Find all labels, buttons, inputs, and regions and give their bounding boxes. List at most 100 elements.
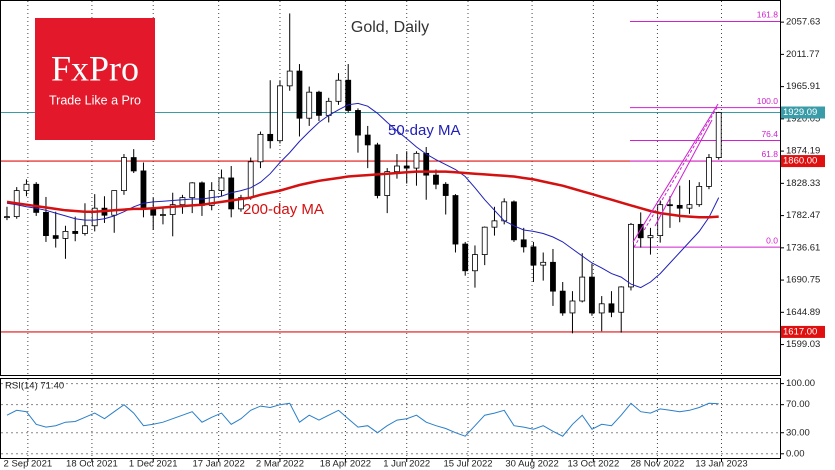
candle-body bbox=[257, 133, 264, 163]
candle-body bbox=[433, 174, 439, 185]
candle-body bbox=[355, 110, 361, 136]
candle-body bbox=[286, 70, 293, 87]
candle-body bbox=[150, 208, 157, 216]
candle-body bbox=[394, 165, 400, 173]
trend-channel-line bbox=[632, 103, 719, 243]
x-tick-label: 18 Apr 2022 bbox=[320, 459, 371, 470]
fib-label: 61.8 bbox=[761, 149, 778, 159]
y-tick-label: 1782.47 bbox=[786, 210, 820, 221]
price-label-box bbox=[781, 155, 825, 168]
y-tick-label: 1599.03 bbox=[786, 339, 820, 350]
y-tick-label: 1874.19 bbox=[786, 146, 820, 157]
fib-baseline bbox=[633, 107, 718, 248]
rsi-title: RSI(14) 71.40 bbox=[5, 381, 64, 392]
candle-body bbox=[316, 91, 322, 116]
candle-body bbox=[637, 223, 644, 239]
candle-body bbox=[384, 171, 391, 196]
price-label: 1929.09 bbox=[783, 107, 817, 118]
x-tick-label: 15 Jul 2022 bbox=[443, 459, 492, 470]
candle-body bbox=[160, 214, 166, 216]
candle-body bbox=[247, 161, 254, 199]
candle-body bbox=[413, 152, 420, 169]
y-tick-label: 1690.75 bbox=[786, 275, 820, 286]
candle-body bbox=[550, 261, 556, 292]
candle-body bbox=[608, 303, 615, 313]
rsi-y-tick-label: 0.00 bbox=[786, 448, 805, 459]
candle-body bbox=[218, 177, 225, 192]
y-tick-label: 1828.33 bbox=[786, 178, 820, 189]
y-tick-label: 1736.61 bbox=[786, 242, 820, 253]
fib-label: 161.8 bbox=[757, 10, 779, 20]
candle-body bbox=[676, 204, 683, 209]
logo-tagline: Trade Like a Pro bbox=[49, 93, 141, 107]
y-tick-label: 2011.77 bbox=[786, 49, 820, 60]
candle-body bbox=[43, 212, 49, 237]
rsi-y-tick-label: 30.00 bbox=[786, 427, 810, 438]
candle-body bbox=[559, 290, 566, 314]
rsi-line bbox=[6, 402, 719, 437]
candle-body bbox=[189, 182, 196, 199]
candle-body bbox=[589, 276, 595, 314]
candle-body bbox=[130, 157, 137, 172]
candle-body bbox=[472, 254, 478, 272]
x-tick-label: 1 Jun 2022 bbox=[383, 459, 430, 470]
candle-body bbox=[530, 246, 537, 266]
candle-body bbox=[706, 157, 712, 187]
fib-label: 76.4 bbox=[761, 129, 778, 139]
candle-body bbox=[491, 220, 498, 228]
candle-body bbox=[667, 204, 673, 207]
x-tick-label: 13 Jan 2023 bbox=[695, 459, 747, 470]
candle-body bbox=[452, 195, 459, 245]
candle-body bbox=[403, 165, 410, 169]
price-label: 1860.00 bbox=[783, 156, 817, 167]
series-label: 200-day MA bbox=[243, 201, 324, 218]
candle-body bbox=[52, 235, 59, 239]
price-label-box bbox=[781, 106, 825, 119]
candle-body bbox=[628, 223, 634, 288]
price-label-box bbox=[781, 325, 825, 338]
series-label: 50-day MA bbox=[388, 122, 461, 139]
moving-average-line bbox=[6, 170, 719, 219]
x-tick-label: 1 Dec 2021 bbox=[129, 459, 178, 470]
rsi-y-tick-label: 100.00 bbox=[786, 378, 815, 389]
candle-body bbox=[4, 216, 10, 219]
candle-body bbox=[481, 226, 488, 255]
candle-body bbox=[199, 182, 205, 206]
candle-body bbox=[540, 261, 547, 266]
candle-body bbox=[33, 183, 40, 213]
x-tick-label: 2 Sep 2021 bbox=[4, 459, 53, 470]
x-tick-label: 30 Aug 2022 bbox=[505, 459, 558, 470]
fib-label: 100.0 bbox=[757, 96, 779, 106]
price-panel-frame bbox=[0, 0, 781, 376]
x-tick-label: 28 Nov 2022 bbox=[630, 459, 684, 470]
candle-body bbox=[598, 303, 605, 314]
candle-body bbox=[345, 79, 352, 111]
candle-body bbox=[82, 225, 88, 234]
candle-body bbox=[501, 201, 508, 222]
candle-body bbox=[442, 183, 449, 196]
trend-channel-line bbox=[654, 119, 713, 227]
fib-label: 0.0 bbox=[766, 235, 778, 245]
chart-title: Gold, Daily bbox=[351, 19, 429, 36]
rsi-y-tick-label: 70.00 bbox=[786, 399, 810, 410]
candle-body bbox=[579, 276, 586, 302]
price-label: 1617.00 bbox=[783, 326, 817, 337]
candle-body bbox=[569, 300, 576, 314]
x-tick-label: 13 Oct 2022 bbox=[567, 459, 619, 470]
candle-body bbox=[618, 286, 625, 313]
candle-body bbox=[325, 100, 332, 116]
candle-body bbox=[647, 235, 654, 239]
candle-body bbox=[511, 201, 517, 241]
candle-body bbox=[91, 207, 98, 227]
candle-body bbox=[364, 134, 371, 146]
candle-body bbox=[462, 243, 469, 272]
logo-title: FxPro bbox=[51, 48, 139, 88]
candle-body bbox=[111, 190, 118, 216]
candle-body bbox=[306, 91, 313, 119]
x-tick-label: 17 Jan 2022 bbox=[193, 459, 245, 470]
candle-body bbox=[238, 197, 244, 210]
candle-body bbox=[23, 183, 30, 192]
x-tick-label: 2 Mar 2022 bbox=[256, 459, 304, 470]
